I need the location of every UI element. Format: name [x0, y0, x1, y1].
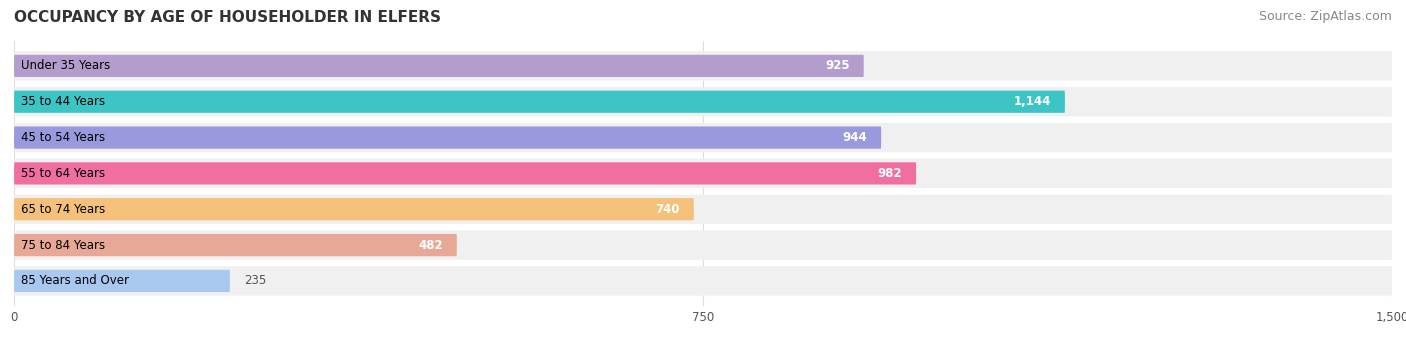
Text: 75 to 84 Years: 75 to 84 Years — [21, 239, 105, 252]
Text: 482: 482 — [419, 239, 443, 252]
FancyBboxPatch shape — [14, 198, 693, 220]
FancyBboxPatch shape — [14, 231, 1392, 260]
Text: 65 to 74 Years: 65 to 74 Years — [21, 203, 105, 216]
FancyBboxPatch shape — [14, 162, 917, 185]
FancyBboxPatch shape — [14, 55, 863, 77]
FancyBboxPatch shape — [14, 87, 1392, 116]
FancyBboxPatch shape — [14, 51, 1392, 81]
FancyBboxPatch shape — [14, 234, 457, 256]
Text: 925: 925 — [825, 59, 851, 72]
Text: Under 35 Years: Under 35 Years — [21, 59, 111, 72]
FancyBboxPatch shape — [14, 123, 1392, 152]
Text: 740: 740 — [655, 203, 681, 216]
Text: 45 to 54 Years: 45 to 54 Years — [21, 131, 105, 144]
FancyBboxPatch shape — [14, 270, 231, 292]
Text: 55 to 64 Years: 55 to 64 Years — [21, 167, 105, 180]
Text: 1,144: 1,144 — [1014, 95, 1052, 108]
FancyBboxPatch shape — [14, 91, 1064, 113]
Text: 944: 944 — [842, 131, 868, 144]
Text: 235: 235 — [243, 274, 266, 287]
FancyBboxPatch shape — [14, 126, 882, 149]
FancyBboxPatch shape — [14, 266, 1392, 295]
Text: 35 to 44 Years: 35 to 44 Years — [21, 95, 105, 108]
FancyBboxPatch shape — [14, 159, 1392, 188]
Text: 85 Years and Over: 85 Years and Over — [21, 274, 129, 287]
Text: Source: ZipAtlas.com: Source: ZipAtlas.com — [1258, 10, 1392, 23]
FancyBboxPatch shape — [14, 194, 1392, 224]
Text: OCCUPANCY BY AGE OF HOUSEHOLDER IN ELFERS: OCCUPANCY BY AGE OF HOUSEHOLDER IN ELFER… — [14, 10, 441, 25]
Text: 982: 982 — [877, 167, 903, 180]
